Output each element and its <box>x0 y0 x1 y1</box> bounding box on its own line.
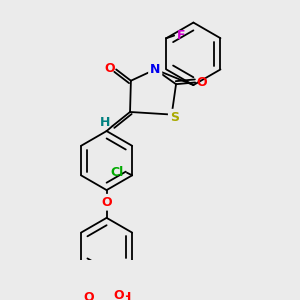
Text: O: O <box>101 196 112 209</box>
Text: O: O <box>197 76 207 89</box>
Text: O: O <box>104 62 115 75</box>
Text: O: O <box>113 289 124 300</box>
Text: S: S <box>170 111 179 124</box>
Text: H: H <box>100 116 110 129</box>
Text: N: N <box>150 63 160 76</box>
Text: O: O <box>83 291 94 300</box>
Text: Cl: Cl <box>111 166 124 179</box>
Text: F: F <box>177 29 185 42</box>
Text: H: H <box>121 291 131 300</box>
